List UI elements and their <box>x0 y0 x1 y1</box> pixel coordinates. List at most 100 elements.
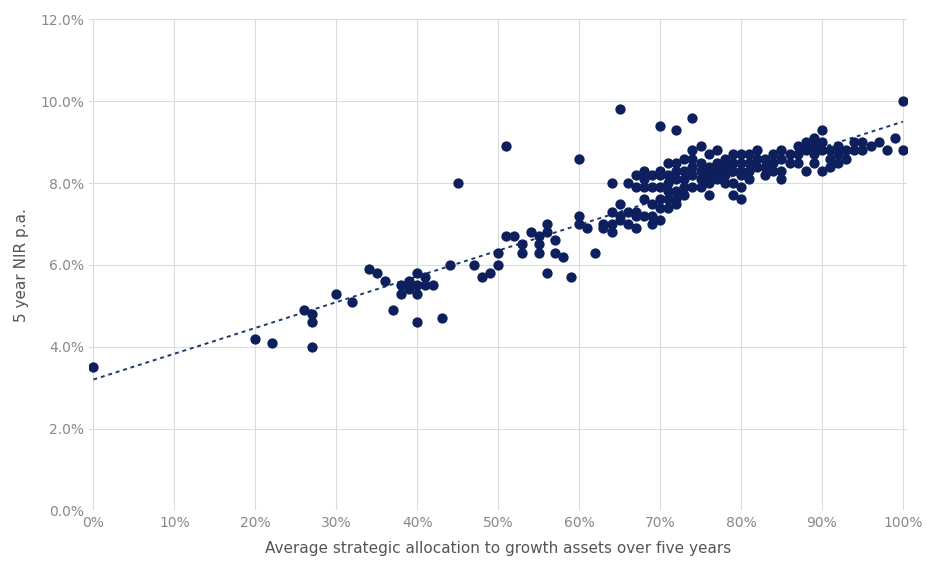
Point <box>668 158 683 167</box>
Point <box>595 223 610 233</box>
Point <box>644 199 659 208</box>
Point <box>636 195 651 204</box>
Point <box>724 191 739 200</box>
Point <box>442 260 457 270</box>
Point <box>296 306 311 315</box>
Point <box>749 146 764 155</box>
Point <box>304 342 319 351</box>
Point <box>773 166 788 176</box>
Point <box>571 154 586 163</box>
Point <box>684 154 699 163</box>
Point <box>733 195 748 204</box>
Point <box>684 170 699 180</box>
Point <box>693 174 708 184</box>
Point <box>449 178 464 188</box>
Point <box>773 174 788 184</box>
Point <box>474 272 489 282</box>
Point <box>895 97 910 106</box>
Point <box>539 227 554 237</box>
Point <box>604 207 619 216</box>
Point <box>595 219 610 229</box>
Point <box>426 281 441 290</box>
Point <box>709 166 724 176</box>
Point <box>385 306 400 315</box>
Point <box>604 178 619 188</box>
Point <box>644 182 659 192</box>
Point <box>651 182 666 192</box>
X-axis label: Average strategic allocation to growth assets over five years: Average strategic allocation to growth a… <box>265 541 730 556</box>
Point <box>409 281 424 290</box>
Point <box>579 223 594 233</box>
Point <box>409 317 424 327</box>
Point <box>409 289 424 298</box>
Point <box>636 182 651 192</box>
Point <box>822 162 837 171</box>
Point <box>700 178 715 188</box>
Point <box>846 146 861 155</box>
Point <box>547 248 562 257</box>
Point <box>782 150 797 159</box>
Point <box>611 105 626 114</box>
Point <box>676 191 691 200</box>
Point <box>700 170 715 180</box>
Point <box>506 232 521 241</box>
Point <box>304 310 319 319</box>
Point <box>822 154 837 163</box>
Point <box>693 158 708 167</box>
Point <box>749 154 764 163</box>
Point <box>813 166 828 176</box>
Point <box>571 211 586 221</box>
Point <box>676 174 691 184</box>
Point <box>765 150 780 159</box>
Point <box>830 142 845 151</box>
Point <box>733 158 748 167</box>
Point <box>806 142 821 151</box>
Point <box>693 182 708 192</box>
Point <box>417 281 432 290</box>
Point <box>660 170 675 180</box>
Point <box>733 170 748 180</box>
Point <box>684 146 699 155</box>
Point <box>660 195 675 204</box>
Point <box>651 203 666 212</box>
Point <box>636 174 651 184</box>
Point <box>498 142 513 151</box>
Point <box>660 158 675 167</box>
Point <box>515 240 530 249</box>
Point <box>700 162 715 171</box>
Point <box>676 154 691 163</box>
Point <box>709 174 724 184</box>
Point <box>515 248 530 257</box>
Point <box>797 137 812 146</box>
Point <box>531 248 546 257</box>
Point <box>782 158 797 167</box>
Point <box>660 187 675 196</box>
Point <box>498 232 513 241</box>
Point <box>684 113 699 122</box>
Point <box>797 166 812 176</box>
Point <box>563 272 578 282</box>
Point <box>409 268 424 278</box>
Point <box>740 166 755 176</box>
Point <box>490 260 505 270</box>
Point <box>651 170 666 180</box>
Point <box>789 142 804 151</box>
Point <box>628 182 643 192</box>
Point <box>304 317 319 327</box>
Point <box>830 150 845 159</box>
Point <box>717 178 732 188</box>
Point <box>724 150 739 159</box>
Point <box>676 166 691 176</box>
Point <box>757 170 772 180</box>
Point <box>264 338 279 347</box>
Point <box>466 260 481 270</box>
Point <box>587 248 602 257</box>
Point <box>539 268 554 278</box>
Point <box>822 146 837 155</box>
Point <box>611 215 626 225</box>
Point <box>482 268 497 278</box>
Point <box>806 133 821 142</box>
Point <box>724 158 739 167</box>
Point <box>402 276 417 286</box>
Point <box>789 150 804 159</box>
